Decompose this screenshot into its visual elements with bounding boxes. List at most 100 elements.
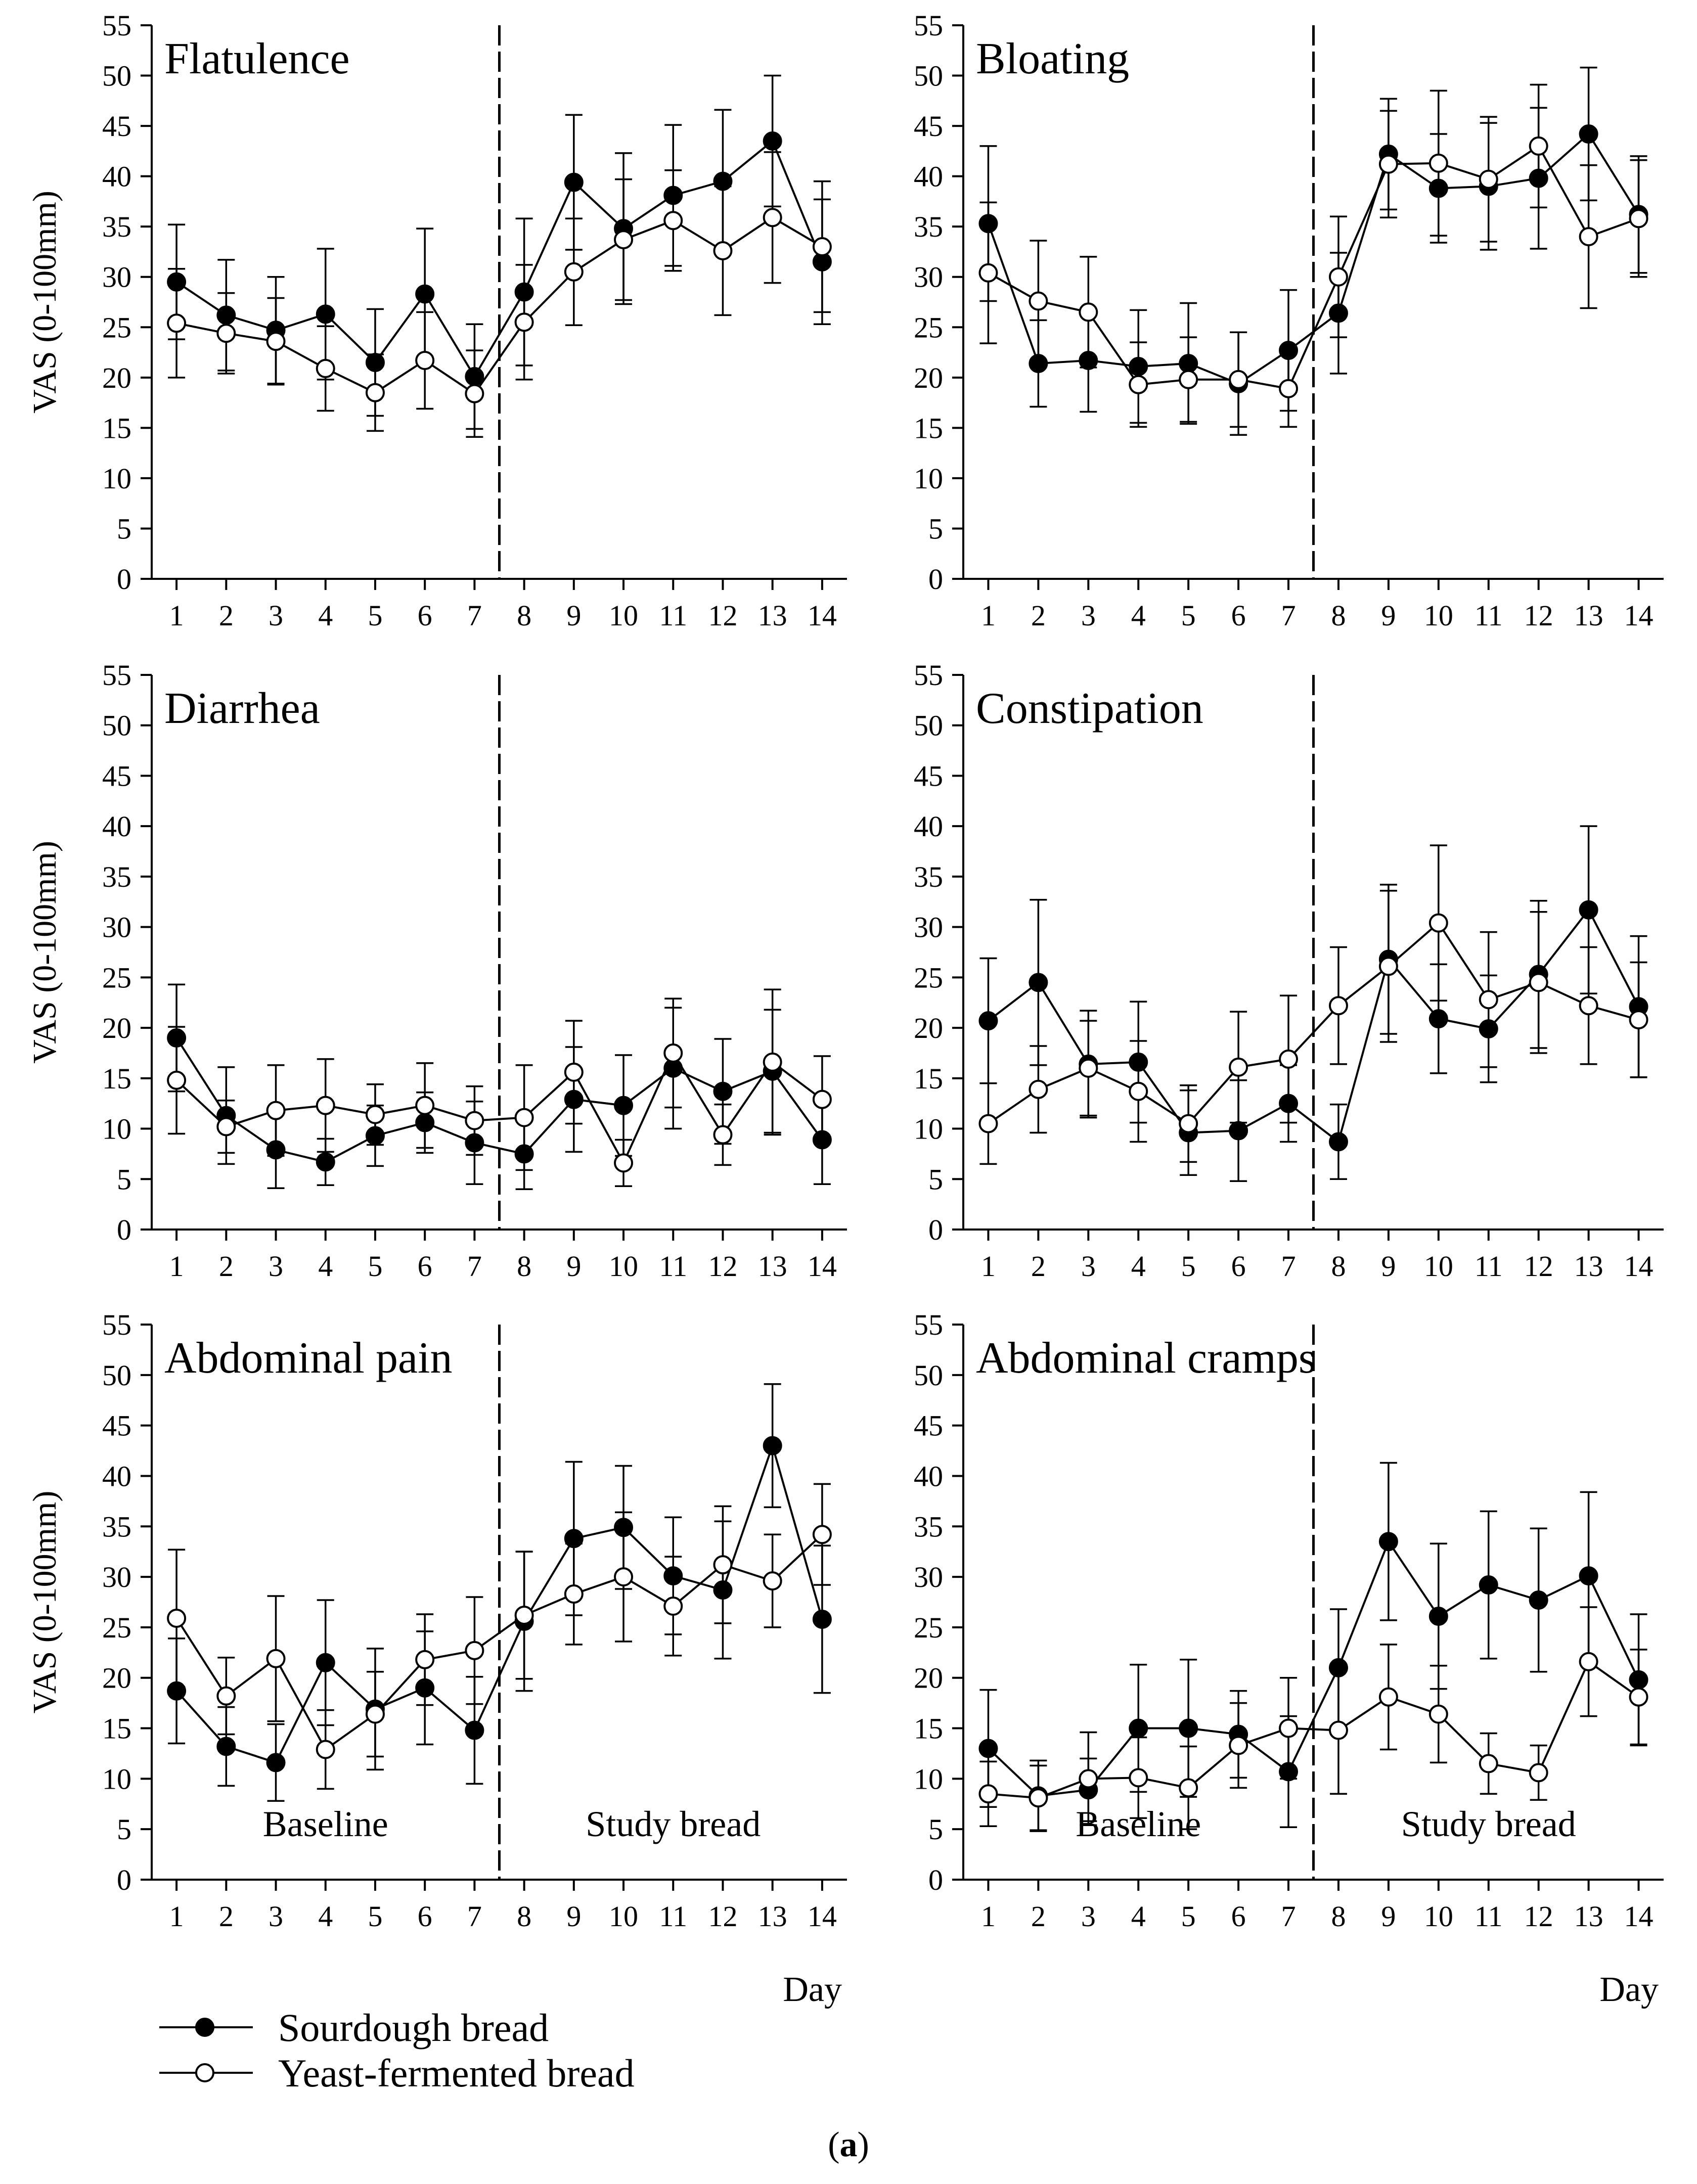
yeast-marker — [1079, 1769, 1098, 1789]
x-tick-label: 4 — [318, 599, 333, 632]
sourdough-marker — [465, 367, 484, 386]
x-tick-label: 11 — [659, 1250, 687, 1283]
sourdough-marker — [216, 1737, 236, 1756]
x-tick-label: 3 — [269, 599, 283, 632]
x-tick-label: 13 — [758, 599, 787, 632]
y-tick-label: 15 — [914, 412, 943, 444]
x-tick-label: 12 — [708, 599, 737, 632]
sourdough-marker — [614, 1096, 634, 1115]
x-tick-label: 9 — [1381, 599, 1396, 632]
caption-letter: a — [840, 2125, 858, 2164]
x-tick-label: 1 — [169, 1900, 184, 1933]
x-tick-label: 8 — [517, 1900, 531, 1933]
yeast-marker — [978, 263, 998, 283]
sourdough-marker — [1229, 1121, 1248, 1141]
x-tick-label: 8 — [1331, 1250, 1346, 1283]
yeast-marker — [365, 383, 385, 402]
yeast-marker — [564, 1062, 584, 1082]
y-tick-label: 5 — [928, 512, 943, 545]
yeast-marker — [614, 230, 634, 250]
x-tick-label: 10 — [1424, 599, 1453, 632]
yeast-marker — [1428, 913, 1448, 933]
yeast-marker — [216, 1686, 236, 1706]
yeast-marker — [1179, 370, 1198, 389]
yeast-marker — [316, 358, 335, 378]
x-tick-label: 9 — [566, 1250, 581, 1283]
yeast-marker — [1529, 136, 1548, 156]
y-tick-label: 0 — [928, 1863, 943, 1896]
legend-sourdough-marker — [195, 2018, 214, 2037]
yeast-marker — [266, 332, 286, 351]
yeast-marker — [1179, 1114, 1198, 1133]
x-tick-label: 4 — [1131, 599, 1146, 632]
y-tick-label: 0 — [928, 563, 943, 596]
x-tick-label: 8 — [1331, 1900, 1346, 1933]
y-tick-label: 20 — [914, 361, 943, 394]
sourdough-marker — [978, 1739, 998, 1758]
x-tick-label: 1 — [981, 599, 996, 632]
sourdough-marker — [812, 1609, 832, 1629]
x-tick-label: 10 — [609, 599, 638, 632]
y-tick-label: 55 — [914, 659, 943, 692]
sourdough-marker — [1279, 1762, 1299, 1782]
x-tick-label: 11 — [1475, 1900, 1503, 1933]
sourdough-marker — [1479, 1575, 1498, 1595]
y-tick-label: 40 — [914, 810, 943, 843]
y-tick-label: 40 — [102, 1460, 131, 1492]
yeast-marker — [1029, 1079, 1048, 1099]
yeast-marker — [1479, 169, 1498, 189]
yeast-marker — [713, 1555, 733, 1575]
yeast-marker — [1229, 1057, 1248, 1077]
sourdough-marker — [1428, 1606, 1448, 1626]
yeast-marker — [1029, 291, 1048, 311]
sourdough-marker — [1179, 353, 1198, 373]
sourdough-marker — [1378, 1532, 1398, 1552]
x-tick-label: 4 — [1131, 1900, 1146, 1933]
x-tick-label: 8 — [1331, 599, 1346, 632]
y-axis-label: VAS (0-100mm) — [26, 191, 63, 414]
sourdough-marker — [614, 1518, 634, 1537]
x-tick-label: 6 — [1231, 1900, 1246, 1933]
x-tick-label: 5 — [368, 599, 382, 632]
x-tick-label: 11 — [659, 599, 687, 632]
x-tick-label: 1 — [981, 1250, 996, 1283]
x-tick-label: 2 — [1031, 1900, 1046, 1933]
y-tick-label: 45 — [914, 110, 943, 143]
x-tick-label: 1 — [169, 1250, 184, 1283]
yeast-marker — [216, 1117, 236, 1136]
y-tick-label: 35 — [102, 210, 131, 243]
x-tick-label: 10 — [1424, 1250, 1453, 1283]
y-tick-label: 50 — [102, 1359, 131, 1392]
y-tick-label: 5 — [117, 1163, 131, 1196]
yeast-marker — [564, 262, 584, 282]
y-tick-label: 5 — [928, 1163, 943, 1196]
y-tick-label: 25 — [914, 961, 943, 994]
x-tick-label: 2 — [219, 599, 234, 632]
y-tick-label: 20 — [102, 1012, 131, 1044]
yeast-marker — [465, 384, 484, 403]
yeast-marker — [514, 1108, 534, 1127]
sourdough-marker — [514, 282, 534, 302]
y-tick-label: 55 — [914, 1308, 943, 1341]
y-tick-label: 55 — [102, 659, 131, 692]
x-tick-label: 2 — [219, 1900, 234, 1933]
yeast-marker — [713, 1125, 733, 1145]
study-bread-label: Study bread — [1401, 1804, 1576, 1844]
y-tick-label: 50 — [102, 60, 131, 93]
y-tick-label: 15 — [102, 412, 131, 444]
y-tick-label: 30 — [102, 1561, 131, 1594]
yeast-marker — [812, 237, 832, 256]
sourdough-marker — [415, 284, 435, 304]
y-tick-label: 5 — [117, 512, 131, 545]
x-tick-label: 2 — [1031, 1250, 1046, 1283]
sourdough-marker — [663, 1566, 683, 1586]
sourdough-marker — [763, 1436, 782, 1455]
panel-title: Abdominal pain — [164, 1334, 452, 1383]
y-tick-label: 10 — [914, 1762, 943, 1795]
sourdough-marker — [1279, 1094, 1299, 1113]
y-tick-label: 55 — [102, 9, 131, 42]
yeast-marker — [812, 1525, 832, 1544]
